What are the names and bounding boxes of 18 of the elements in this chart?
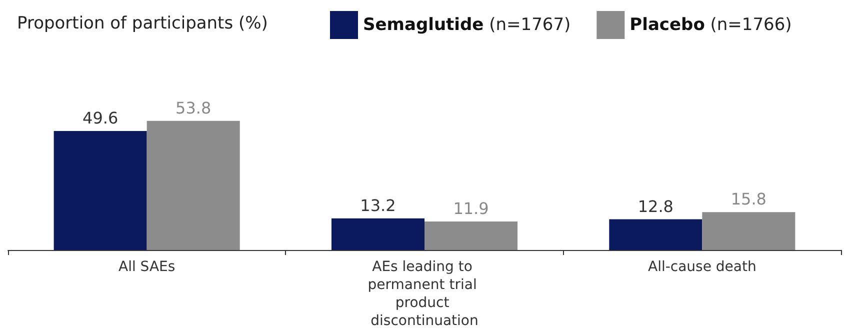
text: Proportion of participants (%) xyxy=(17,14,268,34)
bar xyxy=(609,219,702,250)
x-tick-label: AEs leading to permanent trial product discontinuation xyxy=(368,259,482,329)
data-label: 11.9 xyxy=(453,198,489,218)
bar xyxy=(146,120,240,250)
data-label: 13.2 xyxy=(360,196,396,215)
bar xyxy=(424,221,518,250)
data-label: 15.8 xyxy=(730,190,766,209)
bar xyxy=(54,130,147,250)
legend-label: Placebo (n=1766) xyxy=(630,15,792,35)
bar xyxy=(331,218,424,250)
data-label: 12.8 xyxy=(638,196,674,216)
legend-label: Semaglutide (n=1767) xyxy=(363,15,571,35)
x-tick-label: All SAEs xyxy=(118,259,176,275)
data-label: 49.6 xyxy=(82,108,118,128)
x-tick-label: All-cause death xyxy=(648,259,756,275)
bar xyxy=(702,212,796,250)
data-label: 53.8 xyxy=(176,98,212,118)
